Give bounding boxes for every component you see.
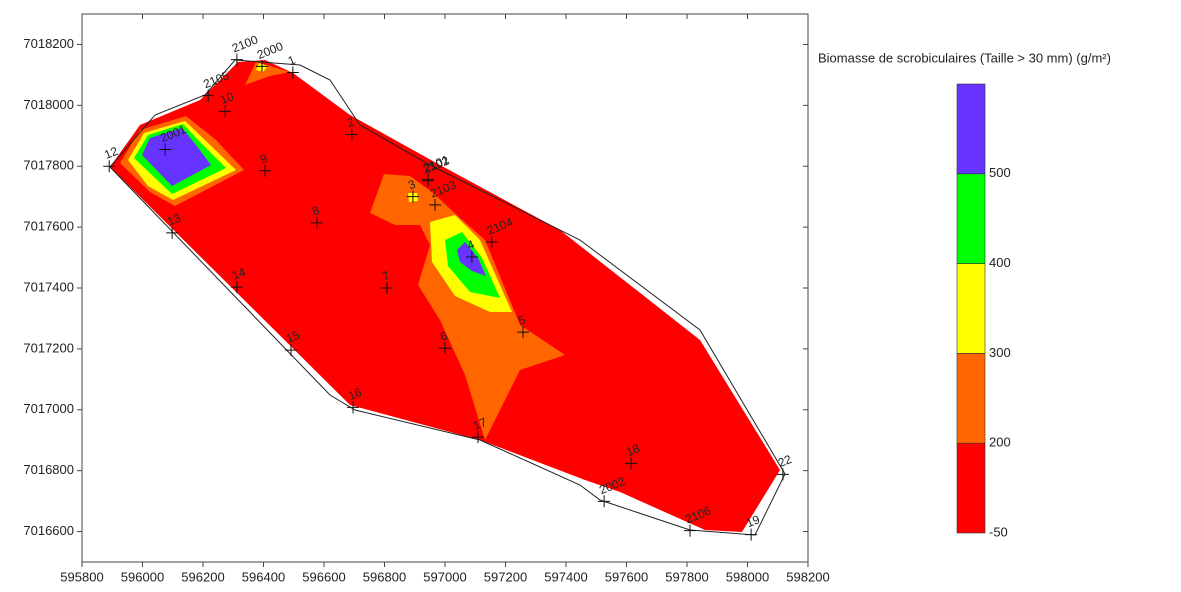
station-marker (485, 236, 498, 249)
x-tick-label: 596400 (242, 569, 285, 584)
y-tick-label: 7017600 (23, 219, 74, 234)
station-marker (406, 190, 419, 203)
x-tick-label: 597000 (423, 569, 466, 584)
station-label: 1 (286, 53, 298, 69)
x-tick-label: 597200 (484, 569, 527, 584)
station-label: 18 (624, 441, 642, 459)
y-tick-label: 7018200 (23, 36, 74, 51)
station-marker (159, 143, 172, 156)
station-marker (625, 457, 638, 470)
station-marker (311, 216, 324, 229)
x-tick-label: 596600 (302, 569, 345, 584)
contour-region (370, 174, 565, 440)
station-label: 15 (284, 328, 302, 346)
station-marker (230, 281, 243, 294)
station-label: 14 (230, 265, 248, 283)
station-label: 12 (102, 144, 120, 162)
contour-region (245, 62, 290, 85)
contour-layer (109, 59, 786, 536)
station-marker (345, 128, 358, 141)
station-label: 22 (776, 452, 794, 470)
station-marker (230, 53, 243, 66)
colorbar-band (956, 442, 986, 534)
station-marker (202, 89, 215, 102)
x-tick-label: 598000 (726, 569, 769, 584)
y-tick-label: 7016600 (23, 523, 74, 538)
station-label: 16 (346, 385, 364, 403)
contour-region (142, 128, 211, 186)
colorbar-label: 200 (989, 435, 1011, 450)
x-tick-label: 598200 (786, 569, 829, 584)
station-marker (598, 495, 611, 508)
station-marker (255, 60, 268, 73)
station-label: 13 (165, 211, 183, 229)
legend-title: Biomasse de scrobiculaires (Taille > 30 … (818, 50, 1111, 65)
x-tick-label: 596200 (181, 569, 224, 584)
colorbar-label: 500 (989, 165, 1011, 180)
station-marker (380, 282, 393, 294)
colorbar-label: 400 (989, 255, 1011, 270)
station-marker (684, 524, 697, 537)
x-tick-label: 596000 (121, 569, 164, 584)
y-tick-label: 7017000 (23, 401, 74, 416)
colorbar-band (956, 263, 986, 354)
x-tick-label: 597600 (605, 569, 648, 584)
station-marker (776, 468, 789, 481)
station-marker (422, 174, 435, 187)
station-label: 8 (310, 203, 322, 219)
station-label: 2000 (255, 39, 285, 62)
station-marker (465, 250, 478, 263)
station-label: 17 (471, 415, 489, 433)
station-marker (259, 164, 272, 177)
colorbar-label: 300 (989, 345, 1011, 360)
station-label: 4 (465, 237, 477, 253)
colorbar-band (956, 83, 986, 175)
station-label: 10 (218, 89, 236, 107)
colorbar-band (956, 353, 986, 444)
station-label: 7 (380, 268, 392, 284)
station-label: 5 (516, 312, 528, 328)
y-tick-label: 7017800 (23, 158, 74, 173)
station-marker (439, 342, 451, 355)
station-label: 2 (345, 115, 357, 131)
station-marker (745, 528, 758, 541)
colorbar-label: -50 (989, 524, 1008, 539)
x-tick-label: 597400 (544, 569, 587, 584)
station-label: 3 (406, 177, 418, 193)
station-marker (347, 401, 360, 414)
station-marker (166, 226, 179, 239)
x-tick-label: 596800 (363, 569, 406, 584)
y-tick-label: 7018000 (23, 97, 74, 112)
station-marker (285, 344, 298, 357)
colorbar-band (956, 173, 986, 264)
x-tick-label: 597800 (665, 569, 708, 584)
station-marker (103, 160, 116, 173)
station-marker (219, 105, 232, 118)
station-marker (471, 431, 484, 444)
y-tick-label: 7016800 (23, 462, 74, 477)
station-marker (517, 326, 530, 339)
station-label: 9 (258, 151, 270, 167)
station-label: 19 (744, 512, 762, 530)
y-tick-label: 7017200 (23, 340, 74, 355)
station-label: 6 (438, 328, 450, 344)
station-marker (286, 66, 299, 79)
station-marker (429, 198, 442, 211)
x-tick-label: 595800 (60, 569, 103, 584)
y-tick-label: 7017400 (23, 279, 74, 294)
